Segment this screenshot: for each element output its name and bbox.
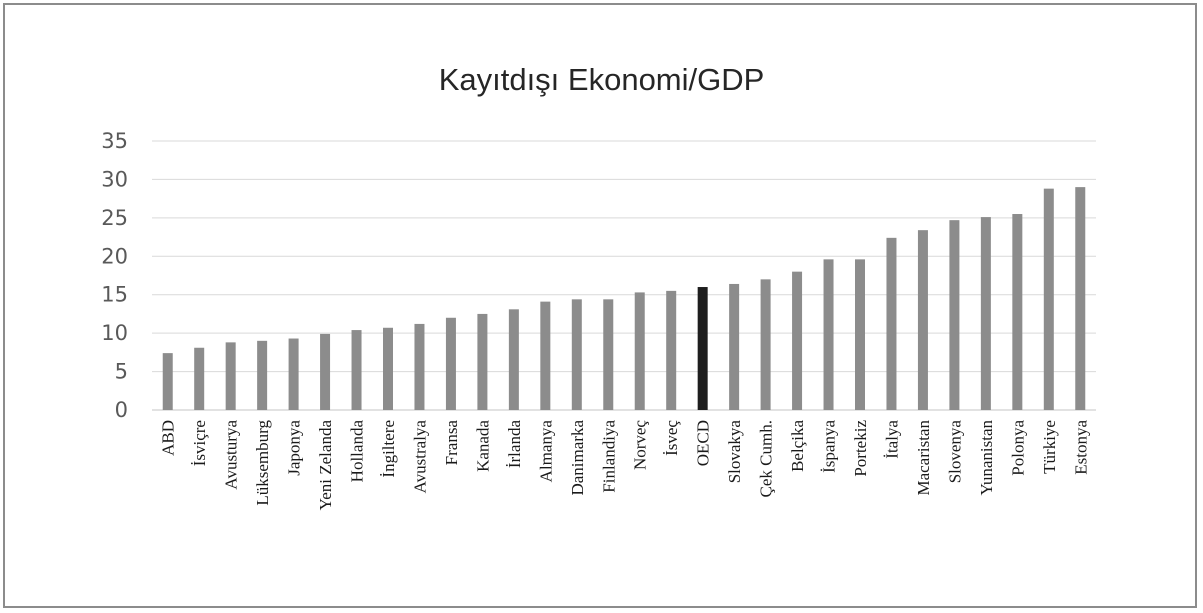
chart-frame — [3, 3, 1197, 608]
bar — [194, 347, 205, 410]
x-tick-label: Polonya — [1008, 420, 1027, 476]
x-tick-label: Yeni Zelanda — [316, 420, 335, 511]
x-tick-label: Almanya — [536, 420, 555, 483]
y-tick-label: 0 — [115, 398, 128, 422]
bar — [886, 237, 897, 410]
bar — [855, 259, 865, 410]
x-tick-label: Belçika — [788, 420, 807, 472]
bar — [571, 299, 582, 410]
bar — [351, 330, 362, 410]
bar — [760, 279, 771, 410]
x-tick-label: ABD — [159, 420, 178, 456]
y-tick-label: 15 — [101, 283, 128, 307]
x-tick-label: Japonya — [285, 420, 304, 476]
y-tick-label: 30 — [101, 167, 128, 191]
bar-highlight — [697, 287, 708, 410]
y-tick-label: 25 — [101, 206, 128, 230]
bar — [823, 259, 834, 410]
x-tick-label: Fransa — [442, 420, 461, 466]
x-tick-label: Lüksemburg — [253, 420, 272, 506]
x-tick-label: İngiltere — [379, 420, 398, 478]
bar — [634, 292, 645, 410]
x-tick-label: İspanya — [820, 420, 839, 473]
y-tick-label: 20 — [101, 244, 128, 268]
x-tick-label: İsviçre — [190, 420, 209, 466]
bar — [508, 309, 519, 410]
x-tick-label: Finlandiya — [599, 420, 618, 493]
bar — [603, 299, 614, 410]
x-tick-label: Slovenya — [945, 420, 964, 484]
x-tick-label: Türkiye — [1040, 420, 1059, 474]
bar — [320, 333, 331, 410]
x-tick-label: Estonya — [1071, 420, 1090, 475]
bar — [917, 230, 928, 410]
bar — [1075, 187, 1086, 410]
x-tick-label: Avusturya — [222, 420, 241, 490]
bar — [792, 271, 803, 410]
y-tick-label: 35 — [101, 129, 128, 153]
bar — [666, 290, 677, 410]
x-tick-label: İtalya — [882, 420, 901, 459]
bar — [477, 313, 488, 410]
bar — [1012, 214, 1023, 410]
bar — [1043, 188, 1054, 410]
x-tick-label: Portekiz — [851, 420, 870, 477]
bar — [540, 301, 551, 410]
x-tick-label: Avustralya — [410, 420, 429, 494]
bar — [445, 317, 456, 410]
x-tick-label: Danimarka — [568, 420, 587, 496]
x-tick-label: Yunanistan — [977, 420, 996, 496]
y-tick-label: 10 — [101, 321, 128, 345]
bar — [225, 342, 236, 410]
bar — [980, 217, 991, 410]
x-tick-label: Çek Cumh. — [757, 420, 776, 497]
x-tick-label: Kanada — [473, 420, 492, 472]
bar — [257, 340, 268, 410]
x-tick-label: OECD — [694, 420, 713, 466]
chart-title: Kayıtdışı Ekonomi/GDP — [438, 62, 765, 97]
bar — [414, 323, 425, 410]
y-tick-label: 5 — [115, 360, 128, 384]
x-tick-label: Macaristan — [914, 420, 933, 496]
x-tick-label: Slovakya — [725, 420, 744, 484]
bar — [162, 353, 173, 410]
bar — [288, 338, 299, 410]
x-tick-label: İsveç — [662, 420, 681, 456]
x-tick-label: Hollanda — [348, 420, 367, 483]
x-tick-label: İrlanda — [505, 420, 524, 469]
bar — [383, 327, 393, 410]
x-tick-label: Norveç — [631, 420, 650, 470]
bar — [949, 220, 960, 410]
bar — [729, 283, 740, 410]
